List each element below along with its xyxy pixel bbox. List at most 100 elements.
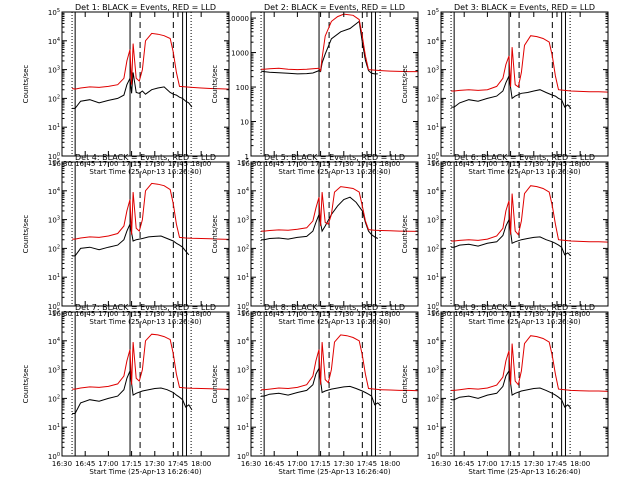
detector-panel-2: Det 2: BLACK = Events, RED = LLD 1 10 100 10… bbox=[211, 3, 419, 176]
y-tick-label: 100 bbox=[427, 302, 439, 311]
plot-frame bbox=[250, 11, 419, 157]
y-tick-label: 105 bbox=[237, 158, 249, 167]
y-tick-label: 100 bbox=[236, 84, 249, 92]
series-line-lld bbox=[72, 32, 230, 90]
y-tick-label: 101 bbox=[237, 423, 249, 432]
y-tick-label: 10000 bbox=[227, 15, 249, 23]
y-tick-label: 105 bbox=[427, 8, 439, 17]
x-axis-label: Start Time (25-Apr-13 16:26:40) bbox=[89, 468, 201, 476]
x-axis-label: Start Time (25-Apr-13 16:26:40) bbox=[468, 468, 580, 476]
series-line-events bbox=[261, 20, 378, 75]
y-tick-label: 104 bbox=[48, 37, 60, 46]
x-tick-label: 16:30 bbox=[241, 460, 261, 468]
series-line-events bbox=[261, 366, 382, 407]
x-tick-label: 16:30 bbox=[431, 460, 451, 468]
x-tick-label: 16:45 bbox=[75, 460, 95, 468]
detector-panel-6: Det 6: BLACK = Events, RED = LLD 100 101 10… bbox=[401, 153, 609, 326]
plot-frame bbox=[250, 161, 419, 307]
x-axis-label: Start Time (25-Apr-13 16:26:40) bbox=[89, 318, 201, 326]
y-tick-label: 102 bbox=[427, 244, 439, 253]
y-axis-label: Counts/sec bbox=[211, 215, 219, 254]
panel-title: Det 4: BLACK = Events, RED = LLD bbox=[75, 153, 216, 162]
y-tick-label: 103 bbox=[427, 66, 439, 75]
plot-frame bbox=[440, 11, 609, 157]
y-tick-label: 104 bbox=[427, 337, 439, 346]
x-tick-label: 17:45 bbox=[547, 460, 567, 468]
detector-panel-9: Det 9: BLACK = Events, RED = LLD 100 101 10… bbox=[401, 303, 609, 476]
y-tick-label: 1000 bbox=[231, 50, 249, 58]
x-axis-label: Start Time (25-Apr-13 16:26:40) bbox=[278, 468, 390, 476]
detector-panel-1: Det 1: BLACK = Events, RED = LLD 100 101 10… bbox=[22, 3, 230, 176]
series-line-lld bbox=[451, 335, 609, 392]
x-tick-label: 16:45 bbox=[264, 460, 284, 468]
panel-title: Det 8: BLACK = Events, RED = LLD bbox=[264, 303, 405, 312]
series-line-lld bbox=[261, 334, 419, 392]
y-axis-label: Counts/sec bbox=[401, 365, 409, 404]
detector-panel-3: Det 3: BLACK = Events, RED = LLD 100 101 10… bbox=[401, 3, 609, 176]
y-tick-label: 100 bbox=[237, 302, 249, 311]
detector-panel-7: Det 7: BLACK = Events, RED = LLD 100 101 10… bbox=[22, 303, 230, 476]
series-line-lld bbox=[72, 182, 230, 240]
x-tick-label: 17:30 bbox=[145, 460, 165, 468]
panel-title: Det 9: BLACK = Events, RED = LLD bbox=[454, 303, 595, 312]
y-tick-label: 104 bbox=[427, 37, 439, 46]
y-tick-label: 102 bbox=[48, 394, 60, 403]
y-tick-label: 101 bbox=[427, 423, 439, 432]
plot-frame bbox=[250, 311, 419, 457]
y-tick-label: 100 bbox=[48, 302, 60, 311]
y-tick-label: 102 bbox=[48, 244, 60, 253]
series-line-lld bbox=[72, 333, 230, 390]
y-tick-label: 102 bbox=[48, 94, 60, 103]
y-axis-label: Counts/sec bbox=[211, 65, 219, 104]
panel-title: Det 6: BLACK = Events, RED = LLD bbox=[454, 153, 595, 162]
y-tick-label: 102 bbox=[237, 394, 249, 403]
x-tick-label: 17:45 bbox=[357, 460, 377, 468]
y-tick-label: 105 bbox=[48, 308, 60, 317]
plot-frame bbox=[61, 311, 230, 457]
series-line-events bbox=[72, 72, 193, 109]
y-tick-label: 105 bbox=[48, 8, 60, 17]
plot-frame bbox=[61, 11, 230, 157]
x-tick-label: 18:00 bbox=[191, 460, 211, 468]
x-tick-label: 17:15 bbox=[500, 460, 520, 468]
panel-title: Det 7: BLACK = Events, RED = LLD bbox=[75, 303, 216, 312]
series-line-lld bbox=[261, 13, 418, 73]
y-tick-label: 103 bbox=[237, 216, 249, 225]
plot-frame bbox=[440, 161, 609, 307]
y-tick-label: 101 bbox=[427, 273, 439, 282]
x-tick-label: 18:00 bbox=[570, 460, 590, 468]
series-line-events bbox=[72, 222, 190, 257]
x-tick-label: 17:45 bbox=[168, 460, 188, 468]
x-tick-label: 17:00 bbox=[477, 460, 497, 468]
y-tick-label: 101 bbox=[427, 123, 439, 132]
y-tick-label: 101 bbox=[48, 273, 60, 282]
panel-title: Det 3: BLACK = Events, RED = LLD bbox=[454, 3, 595, 12]
x-axis-label: Start Time (25-Apr-13 16:26:40) bbox=[468, 318, 580, 326]
x-axis-label: Start Time (25-Apr-13 16:26:40) bbox=[89, 168, 201, 176]
y-tick-label: 101 bbox=[48, 423, 60, 432]
y-tick-label: 1 bbox=[245, 153, 249, 161]
y-tick-label: 100 bbox=[427, 152, 439, 161]
y-axis-label: Counts/sec bbox=[22, 65, 30, 104]
x-tick-label: 17:30 bbox=[334, 460, 354, 468]
detector-panel-8: Det 8: BLACK = Events, RED = LLD 100 101 10… bbox=[211, 303, 419, 476]
y-tick-label: 104 bbox=[237, 187, 249, 196]
y-axis-label: Counts/sec bbox=[22, 215, 30, 254]
x-tick-label: 18:00 bbox=[380, 460, 400, 468]
y-tick-label: 103 bbox=[48, 216, 60, 225]
y-tick-label: 103 bbox=[427, 216, 439, 225]
y-tick-label: 104 bbox=[237, 337, 249, 346]
y-tick-label: 101 bbox=[237, 273, 249, 282]
detector-panel-4: Det 4: BLACK = Events, RED = LLD 100 101 10… bbox=[22, 153, 230, 326]
y-tick-label: 105 bbox=[48, 158, 60, 167]
y-tick-label: 103 bbox=[48, 66, 60, 75]
series-line-lld bbox=[451, 35, 609, 93]
y-tick-label: 104 bbox=[427, 187, 439, 196]
x-tick-label: 17:00 bbox=[98, 460, 118, 468]
panel-title: Det 1: BLACK = Events, RED = LLD bbox=[75, 3, 216, 12]
y-tick-label: 105 bbox=[237, 308, 249, 317]
y-axis-label: Counts/sec bbox=[211, 365, 219, 404]
plot-frame bbox=[440, 311, 609, 457]
y-tick-label: 100 bbox=[427, 452, 439, 461]
